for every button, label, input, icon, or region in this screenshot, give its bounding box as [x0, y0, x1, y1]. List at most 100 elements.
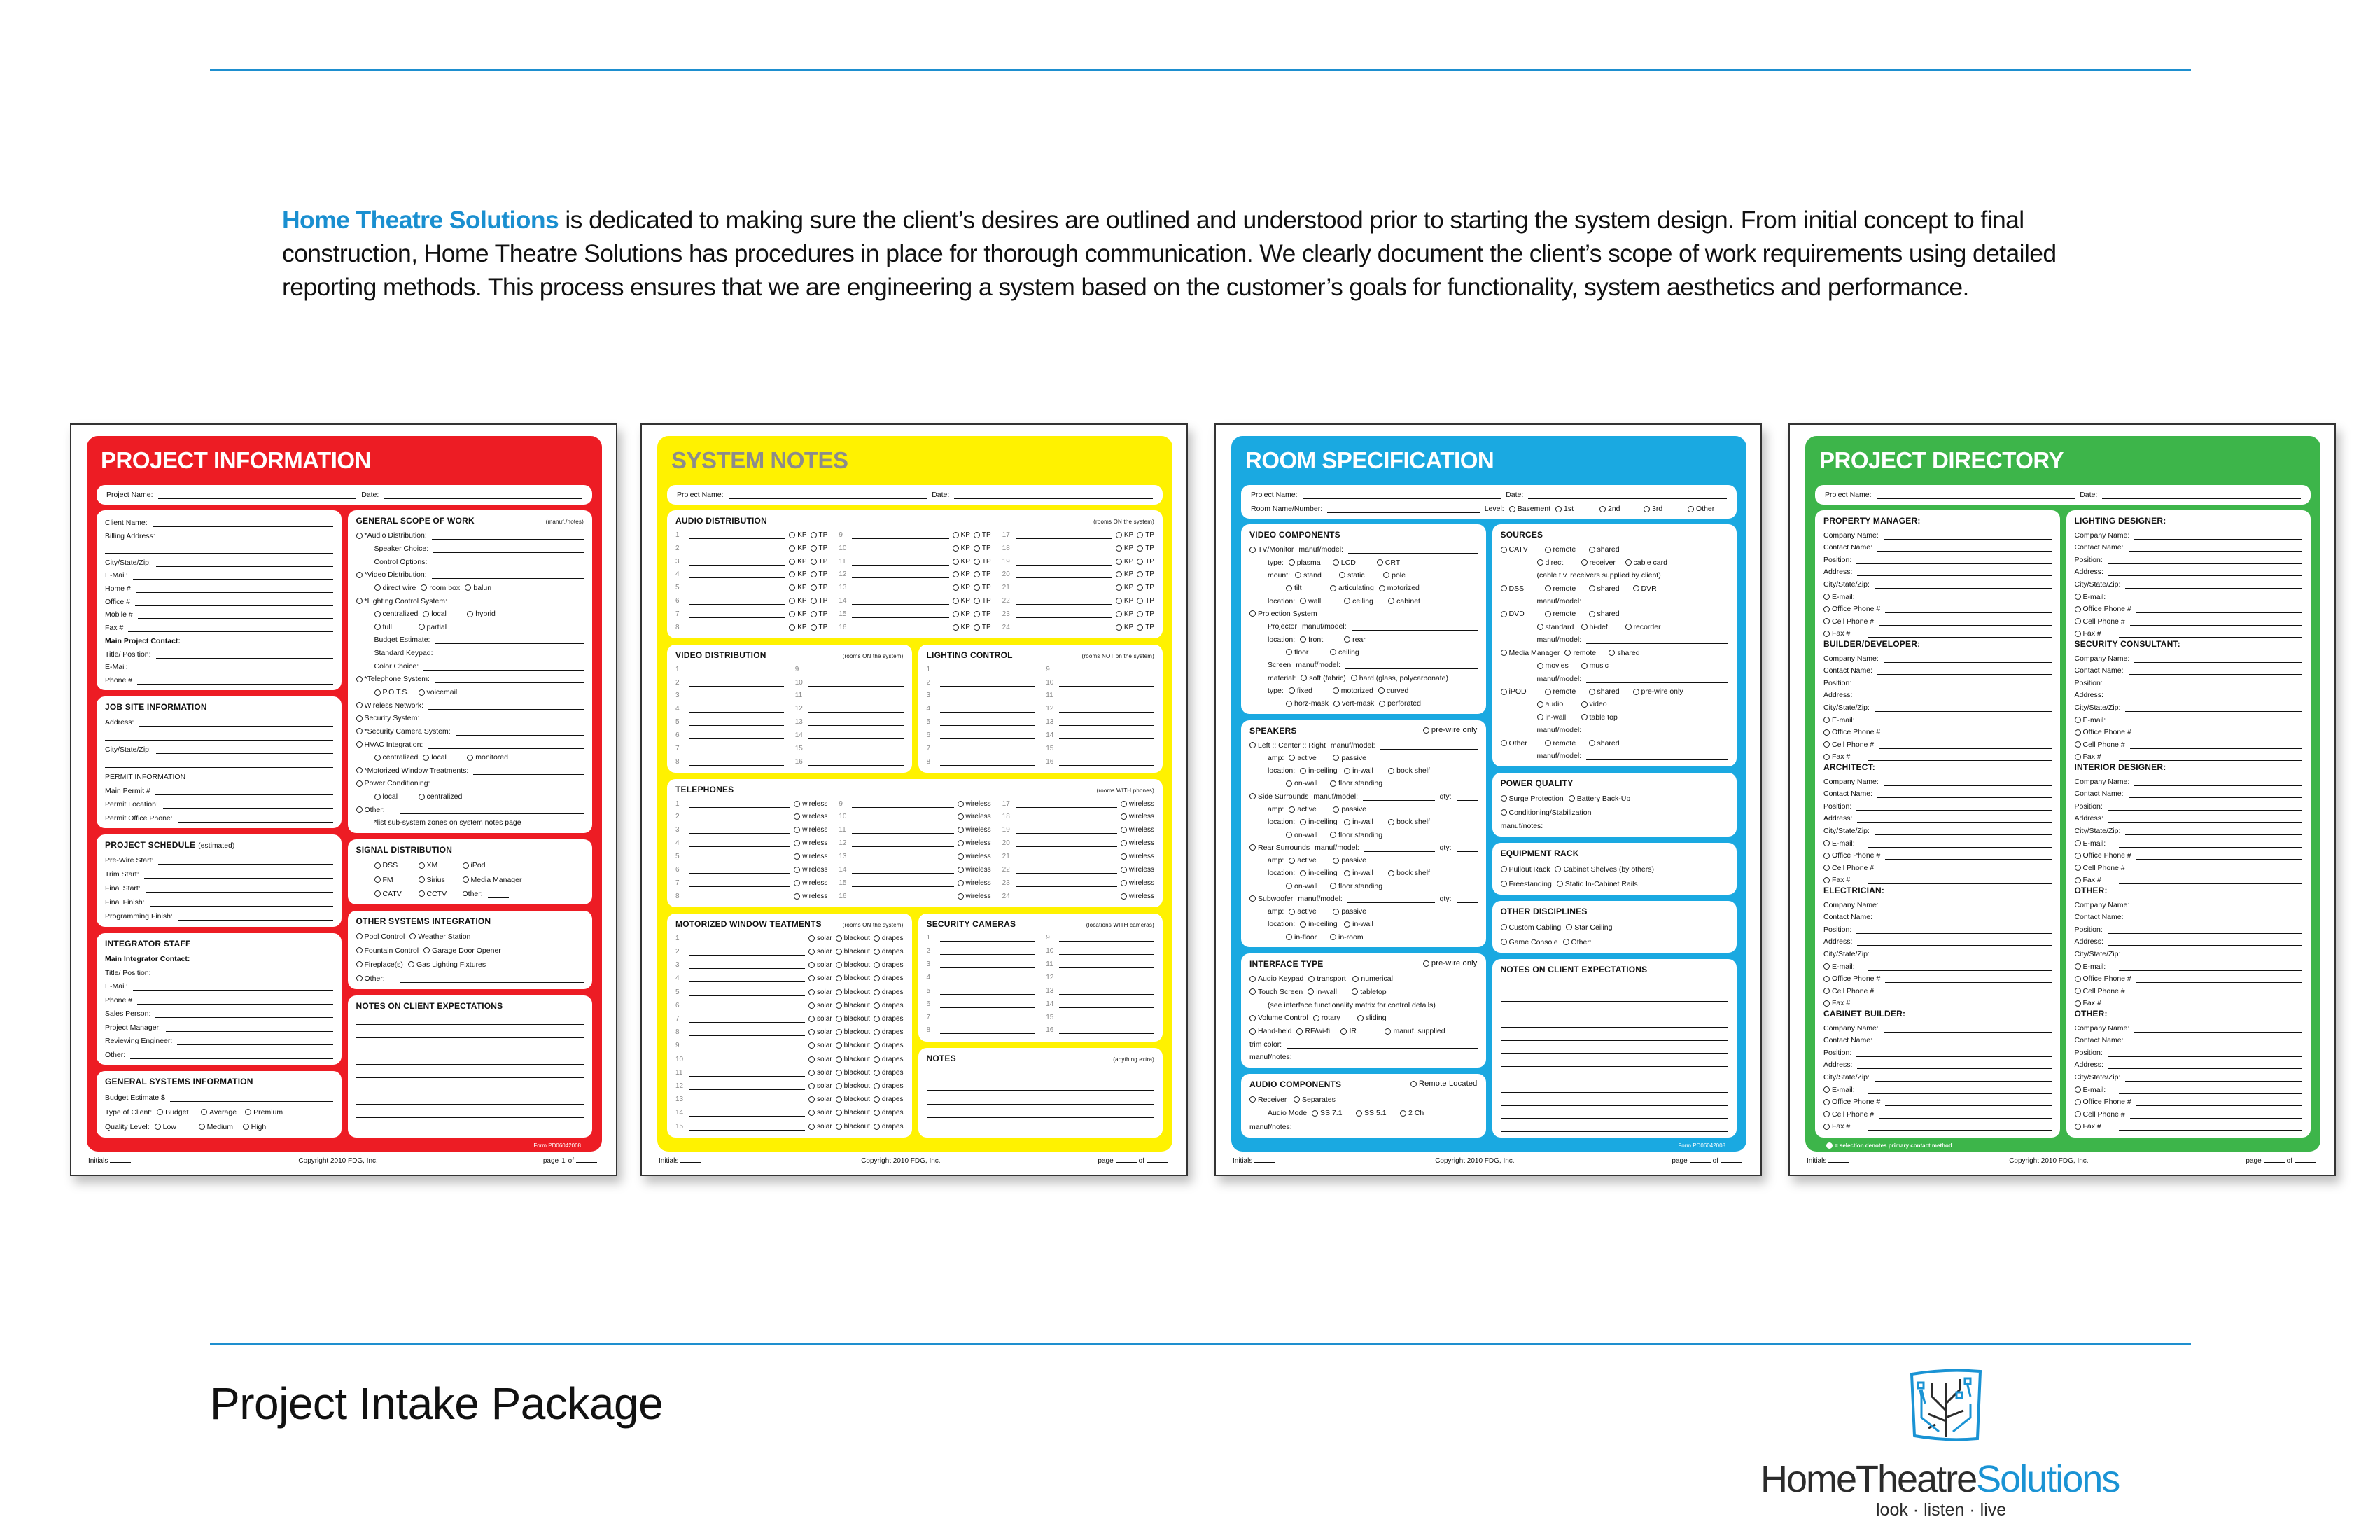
radio-option[interactable]: shared [1588, 687, 1628, 696]
radio-circle-icon[interactable] [808, 988, 815, 995]
input-line[interactable] [356, 1037, 584, 1039]
radio-circle-icon[interactable] [1625, 624, 1632, 631]
radio-circle-icon[interactable] [835, 1083, 842, 1090]
radio-option[interactable]: KP [789, 558, 807, 566]
radio-circle-icon[interactable] [873, 988, 880, 995]
radio-circle-icon[interactable] [952, 624, 959, 631]
radio-circle-icon[interactable] [2074, 729, 2081, 736]
radio-circle-icon[interactable] [789, 558, 796, 565]
radio-circle-icon[interactable] [1823, 1098, 1830, 1105]
radio-circle-icon[interactable] [1588, 546, 1595, 553]
radio-option[interactable]: LCD [1332, 559, 1372, 567]
radio-circle-icon[interactable] [1333, 908, 1340, 915]
radio-option[interactable]: recorder [1625, 623, 1665, 631]
radio-circle-icon[interactable] [952, 598, 959, 605]
radio-option[interactable]: Fax # [2074, 999, 2114, 1007]
input-line[interactable] [852, 872, 954, 874]
input-line[interactable] [1876, 498, 2076, 499]
radio-option[interactable]: KP [952, 624, 970, 631]
radio-circle-icon[interactable] [2074, 975, 2081, 982]
radio-option[interactable]: blackout [835, 1109, 870, 1116]
note-line[interactable] [356, 1082, 584, 1092]
radio-circle-icon[interactable] [1120, 879, 1127, 886]
radio-circle-icon[interactable] [1823, 753, 1830, 760]
numbered-entry[interactable]: 7 [927, 745, 1035, 752]
radio-option[interactable]: 2 Ch [1400, 1109, 1439, 1117]
radio-circle-icon[interactable] [1536, 559, 1544, 566]
input-line[interactable] [852, 886, 954, 887]
radio-option[interactable]: blackout [835, 948, 870, 955]
radio-circle-icon[interactable] [2074, 1111, 2081, 1118]
radio-option[interactable]: TV/Monitor [1250, 545, 1294, 554]
radio-circle-icon[interactable] [810, 584, 817, 592]
radio-option[interactable]: solar [808, 1042, 832, 1049]
radio-option[interactable]: Cell Phone # [1823, 1110, 1874, 1119]
radio-option[interactable]: passive [1333, 907, 1372, 916]
radio-option[interactable]: wireless [794, 813, 827, 820]
numbered-entry[interactable]: 15 wireless [839, 879, 991, 887]
input-line[interactable] [939, 993, 1035, 995]
radio-circle-icon[interactable] [157, 1109, 164, 1116]
radio-option[interactable]: wireless [1120, 866, 1154, 874]
radio-circle-icon[interactable] [1120, 866, 1127, 873]
input-line[interactable] [1456, 902, 1478, 903]
radio-circle-icon[interactable] [1609, 650, 1616, 657]
radio-circle-icon[interactable] [1137, 531, 1144, 538]
radio-circle-icon[interactable] [1137, 598, 1144, 605]
radio-option[interactable]: rear [1344, 636, 1383, 644]
radio-option[interactable]: KP [1115, 610, 1133, 618]
radio-circle-icon[interactable] [835, 1056, 842, 1063]
radio-circle-icon[interactable] [794, 813, 801, 820]
radio-circle-icon[interactable] [423, 610, 430, 617]
note-line[interactable] [1500, 1031, 1728, 1041]
numbered-entry[interactable]: 12 wireless [839, 839, 991, 848]
radio-circle-icon[interactable] [374, 754, 381, 761]
input-line[interactable] [2118, 637, 2302, 638]
radio-circle-icon[interactable] [1332, 559, 1339, 566]
radio-circle-icon[interactable] [418, 624, 425, 631]
radio-circle-icon[interactable] [1250, 793, 1256, 800]
input-line[interactable] [1059, 764, 1154, 766]
radio-circle-icon[interactable] [1410, 1080, 1417, 1087]
numbered-entry[interactable]: 12 [795, 705, 904, 713]
radio-circle-icon[interactable] [465, 584, 472, 592]
input-line[interactable] [1868, 637, 2052, 638]
input-line[interactable] [689, 538, 786, 539]
radio-option[interactable]: E-mail: [2074, 716, 2114, 724]
input-line[interactable] [1868, 846, 2052, 848]
radio-circle-icon[interactable] [973, 610, 980, 617]
note-line[interactable] [1500, 979, 1728, 989]
radio-option[interactable]: fixed [1288, 687, 1328, 695]
radio-circle-icon[interactable] [973, 531, 980, 538]
radio-circle-icon[interactable] [957, 840, 964, 847]
radio-option[interactable]: KP [952, 610, 970, 618]
radio-circle-icon[interactable] [1312, 1014, 1320, 1021]
radio-option[interactable]: blackout [835, 988, 870, 996]
radio-option[interactable]: passive [1333, 856, 1372, 864]
numbered-entry[interactable]: 17 KP TP [1002, 531, 1154, 539]
radio-circle-icon[interactable] [973, 624, 980, 631]
radio-option[interactable]: solar [808, 1109, 832, 1116]
radio-circle-icon[interactable] [835, 934, 842, 941]
input-line[interactable] [1874, 587, 2052, 589]
note-line[interactable] [1500, 1109, 1728, 1119]
input-line[interactable] [428, 708, 584, 710]
numbered-entry[interactable]: 14 wireless [839, 866, 991, 874]
radio-circle-icon[interactable] [1250, 610, 1256, 617]
radio-circle-icon[interactable] [1286, 883, 1292, 890]
input-line[interactable] [1868, 760, 2052, 762]
input-line[interactable] [2102, 498, 2302, 499]
input-line[interactable] [1254, 1162, 1276, 1163]
radio-option[interactable]: *Security Camera System: [356, 727, 451, 736]
input-line[interactable] [939, 967, 1035, 969]
radio-circle-icon[interactable] [1308, 975, 1315, 982]
radio-option[interactable]: Fax # [2074, 752, 2114, 761]
input-line[interactable] [939, 712, 1035, 713]
radio-option[interactable]: Subwoofer [1250, 895, 1293, 903]
input-line[interactable] [852, 833, 954, 834]
radio-option[interactable]: table top [1581, 713, 1620, 722]
radio-option[interactable]: TP [1137, 531, 1154, 539]
input-line[interactable] [2136, 1105, 2302, 1107]
radio-circle-icon[interactable] [1383, 572, 1390, 579]
radio-circle-icon[interactable] [810, 531, 817, 538]
